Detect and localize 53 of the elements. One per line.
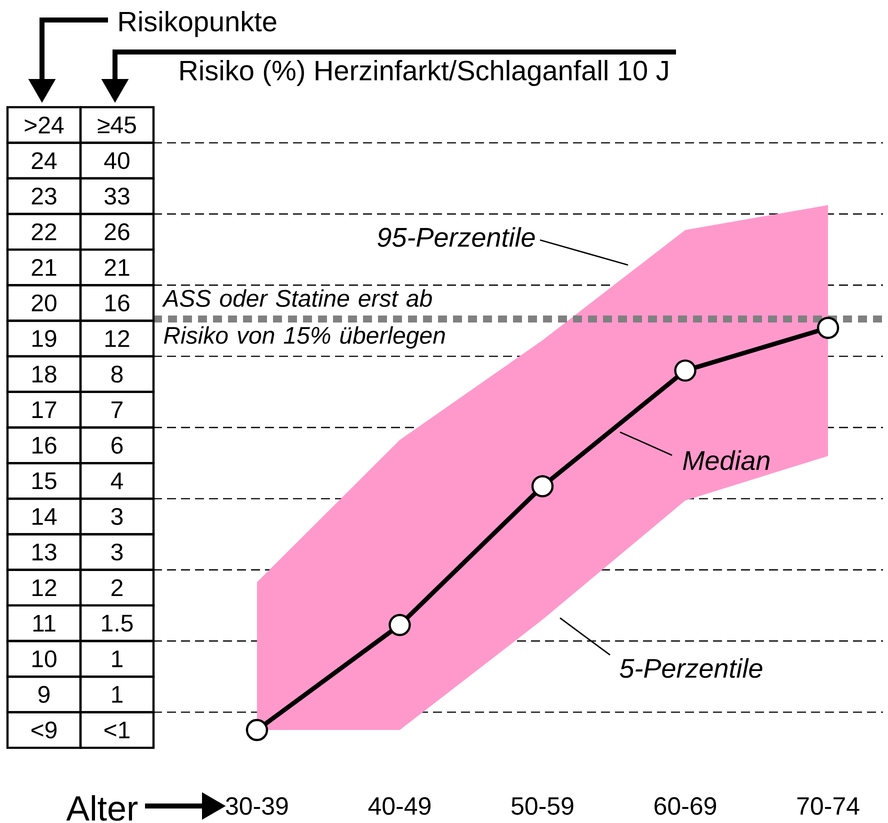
x-tick-label: 50-59 [512,797,574,815]
point [246,718,268,742]
text: 7 [112,401,122,418]
annotation: 95-Perzentile [378,227,535,247]
text: 12 [105,330,130,347]
y-tick-label: 20 [32,294,56,312]
text: 33 [104,188,130,205]
y-tick-label: 17 [32,401,56,418]
text: 8 [111,366,123,383]
x-tick-label: 30-39 [226,797,288,815]
text: 26 [104,223,130,240]
y-tick-label: 14 [32,508,57,525]
point [816,316,840,339]
y-tick-label: 11 [33,614,56,632]
text: 1 [112,650,122,668]
ref-line-label: ASS oder Statine erst ab Risiko von 15% überlegen [162,289,445,349]
text: 2 [112,579,122,596]
text: <1 [104,722,130,738]
y-tick-label: 12 [32,579,56,596]
point [531,475,554,498]
y-tick-label: >24 [24,116,64,134]
y-tick-label: 13 [32,544,56,561]
y-tick-label: 19 [32,330,56,348]
y-axis-title: Risikopunkte [119,10,276,38]
text: 21 [104,258,130,276]
y-tick-label: 24 [32,152,57,169]
y-tick-label: 15 [32,472,56,490]
x-axis-title: Alter [66,795,138,821]
y-tick-label: 9 [38,686,50,703]
text: 1 [112,686,122,703]
y-tick-label: 23 [32,188,56,205]
text: ≥45 [98,116,136,134]
y-tick-label: 16 [32,436,56,454]
text: 40 [104,152,130,170]
y-tick-label: <9 [31,722,57,738]
point [388,614,411,636]
y-tick-label: 10 [32,650,56,668]
y2-axis-title: Risiko (%) Herzinfarkt/Schlaganfall 10 J [180,60,668,86]
text: 1.5 [102,614,133,632]
y-tick-label: 21 [32,258,56,276]
text: 16 [105,294,130,312]
x-tick-label: 70-74 [797,797,860,815]
text: 3 [111,544,123,561]
point [674,359,696,382]
legend-label: Median [683,450,770,470]
text: 6 [112,436,123,454]
x-tick-label: 40-49 [368,797,431,815]
y-tick-label: 18 [32,366,56,383]
x-tick-label: 60-69 [654,797,716,815]
y-tick-label: 22 [32,223,56,240]
annotation: 5-Perzentile [620,658,762,678]
text: 4 [110,472,123,490]
text: 3 [111,508,123,525]
